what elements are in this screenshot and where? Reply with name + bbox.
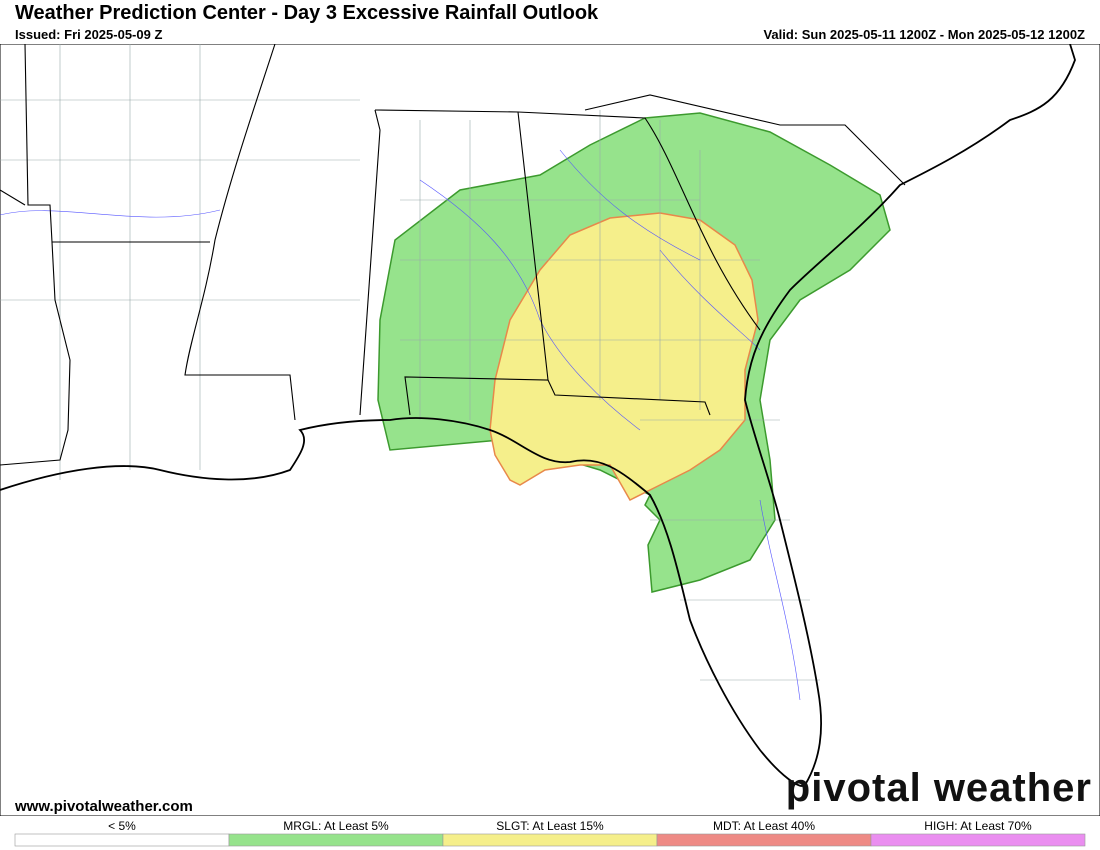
risk-areas <box>377 112 891 593</box>
county-lines <box>0 44 820 681</box>
legend-label: HIGH: At Least 70% <box>924 819 1032 833</box>
legend-label: < 5% <box>108 819 136 833</box>
legend-label: SLGT: At Least 15% <box>496 819 604 833</box>
legend-swatch <box>228 833 444 847</box>
issued: Issued: Fri 2025-05-09 Z <box>15 27 163 42</box>
legend-swatch <box>870 833 1086 847</box>
legend-swatch <box>442 833 658 847</box>
state-borders <box>0 44 906 466</box>
valid-time: Valid: Sun 2025-05-11 1200Z - Mon 2025-0… <box>763 27 1085 42</box>
website-url: www.pivotalweather.com <box>15 798 193 815</box>
logo: pivotal weather <box>785 766 1092 810</box>
slgt-area <box>489 212 759 501</box>
legend-label: MDT: At Least 40% <box>713 819 815 833</box>
legend-label: MRGL: At Least 5% <box>283 819 389 833</box>
map <box>0 44 1100 816</box>
rivers <box>0 149 801 701</box>
legend-swatch <box>656 833 872 847</box>
title: Weather Prediction Center - Day 3 Excess… <box>15 2 599 24</box>
coastline <box>0 44 1076 787</box>
legend-swatch <box>14 833 230 847</box>
legend: < 5% MRGL: At Least 5% SLGT: At Least 15% M… <box>14 819 1086 847</box>
